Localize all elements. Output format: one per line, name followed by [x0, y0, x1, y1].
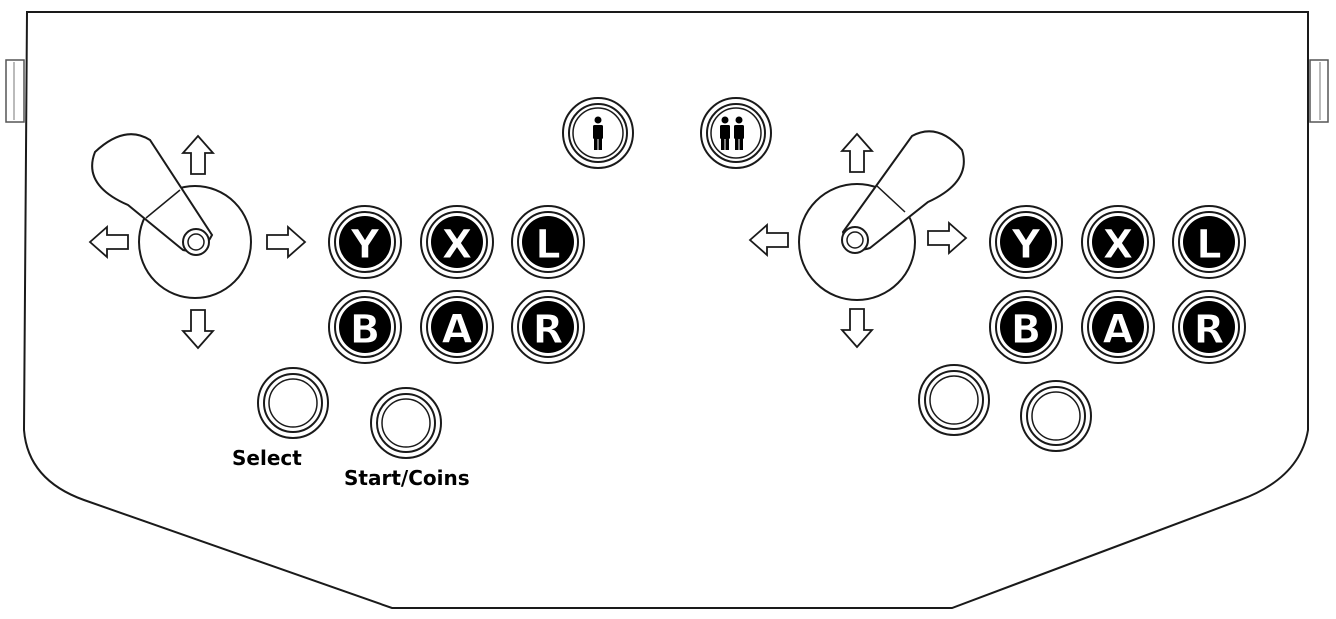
player-2-button-l-label: L: [1196, 222, 1222, 268]
right-hinge: [1309, 59, 1329, 123]
player-1-button-r-label: R: [533, 307, 564, 353]
player-2-button-y-label: Y: [1011, 222, 1042, 268]
player-1-button-b[interactable]: B: [328, 290, 402, 364]
player-1-button-x[interactable]: X: [420, 205, 494, 279]
player-2-button-x[interactable]: X: [1081, 205, 1155, 279]
player-1-button-l[interactable]: L: [511, 205, 585, 279]
player-2-arrow-left-icon: [748, 223, 789, 257]
player-2-button-a[interactable]: A: [1081, 290, 1155, 364]
one-player-icon: [593, 116, 603, 150]
player-2-button-r[interactable]: R: [1172, 290, 1246, 364]
player-2-button-x-label: X: [1103, 222, 1134, 268]
player-2-arrow-up-icon: [840, 132, 874, 173]
player-1-button-y[interactable]: Y: [328, 205, 402, 279]
player-2-start-coins-button[interactable]: [1020, 380, 1092, 452]
player-1-arrow-down-icon: [181, 309, 215, 350]
player-2-arrow-right-icon: [927, 221, 968, 255]
player-1-button-y-label: Y: [350, 222, 381, 268]
player-1-button-l-label: L: [535, 222, 561, 268]
player-2-button-b-label: B: [1011, 307, 1042, 353]
player-1-select-button[interactable]: [257, 367, 329, 439]
player-1-button-x-label: X: [442, 222, 473, 268]
player-2-button-y[interactable]: Y: [989, 205, 1063, 279]
player-1-start-coins-button[interactable]: [370, 387, 442, 459]
player-2-joystick[interactable]: [798, 130, 965, 301]
left-hinge: [5, 59, 25, 123]
player-2-button-b[interactable]: B: [989, 290, 1063, 364]
player-1-start-button[interactable]: [562, 97, 634, 169]
player-1-arrow-left-icon: [88, 225, 129, 259]
select-label: Select: [232, 446, 302, 470]
player-2-start-button[interactable]: [700, 97, 772, 169]
player-2-select-button[interactable]: [918, 364, 990, 436]
player-2-arrow-down-icon: [840, 308, 874, 349]
player-2-button-r-label: R: [1194, 307, 1225, 353]
player-1-arrow-up-icon: [181, 134, 215, 175]
player-1-button-a[interactable]: A: [420, 290, 494, 364]
two-players-icon: [720, 116, 744, 150]
start-coins-label: Start/Coins: [344, 466, 470, 490]
player-2-button-l[interactable]: L: [1172, 205, 1246, 279]
player-2-button-a-label: A: [1103, 307, 1134, 353]
player-1-button-b-label: B: [350, 307, 381, 353]
player-1-button-r[interactable]: R: [511, 290, 585, 364]
player-1-arrow-right-icon: [266, 225, 307, 259]
panel-outline: [22, 11, 1309, 609]
player-1-button-a-label: A: [442, 307, 473, 353]
player-1-joystick[interactable]: [91, 133, 252, 299]
